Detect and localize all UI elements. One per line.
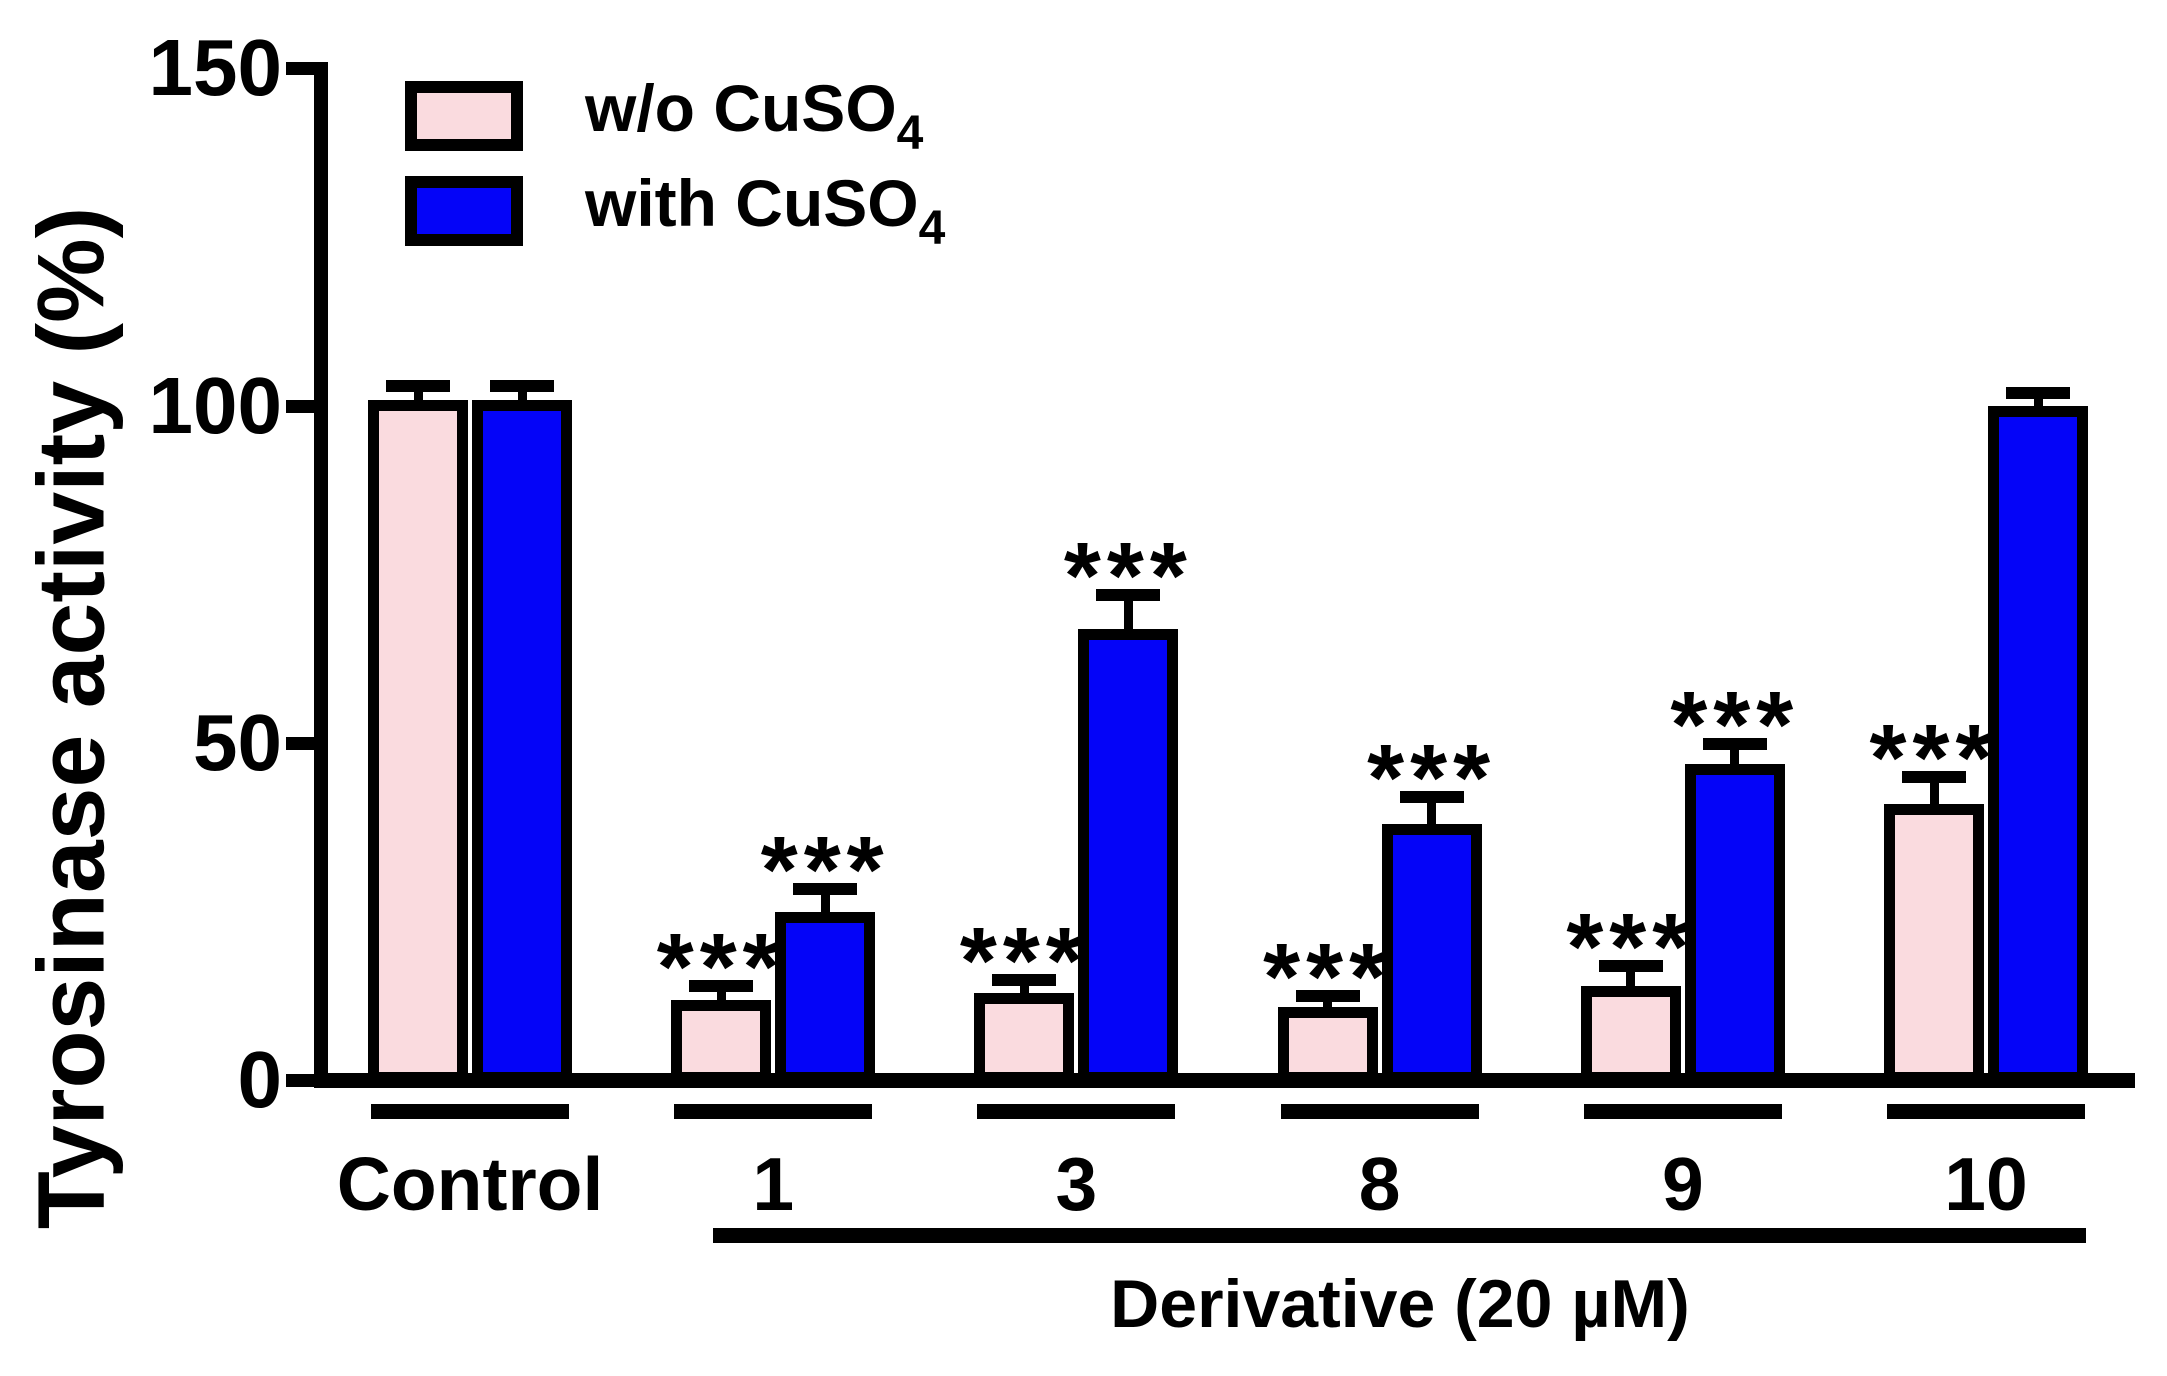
significance-stars: ***: [1263, 924, 1393, 1031]
y-axis-line: [314, 62, 328, 1088]
bar-with-cuso4-10: [1988, 406, 2088, 1083]
group-underline: [674, 1104, 873, 1119]
x-category-label: 3: [1055, 1142, 1098, 1226]
x-category-label: 9: [1661, 1142, 1704, 1226]
legend-item-with-cuso4: with CuSO4: [405, 168, 945, 253]
bar-w-o-cuso4-10: [1884, 804, 1984, 1083]
x-category-label: 10: [1944, 1142, 2028, 1226]
bar-with-cuso4-control: [472, 399, 572, 1083]
group-underline: [977, 1104, 1176, 1119]
error-bar-cap: [2006, 386, 2070, 399]
significance-stars: ***: [656, 914, 786, 1021]
error-bar-stem: [1730, 743, 1740, 778]
y-tick-label: 150: [148, 23, 282, 113]
y-tick-label: 50: [193, 697, 282, 787]
bar-w-o-cuso4-3: [974, 993, 1075, 1083]
x-category-label: Control: [336, 1142, 604, 1226]
error-bar-stem: [820, 888, 830, 927]
significance-stars: ***: [1670, 671, 1800, 778]
error-bar-cap: [1096, 589, 1161, 602]
bar-with-cuso4-8: [1381, 824, 1482, 1083]
error-bar-cap: [793, 882, 858, 895]
bar-with-cuso4-9: [1684, 763, 1785, 1083]
error-bar-cap: [1399, 791, 1464, 804]
bar-w-o-cuso4-8: [1277, 1006, 1378, 1083]
legend-item-wo-cuso4: w/o CuSO4: [405, 73, 923, 158]
error-bar-cap: [992, 973, 1057, 986]
error-bar-cap: [1598, 960, 1663, 973]
bar-w-o-cuso4-1: [671, 999, 772, 1083]
y-tick: [286, 399, 320, 413]
error-bar-cap: [1702, 737, 1767, 750]
legend-label-wo-cuso4: w/o CuSO4: [585, 71, 924, 160]
significance-stars: ***: [760, 816, 890, 923]
bar-w-o-cuso4-control: [368, 399, 468, 1083]
group-underline: [371, 1104, 569, 1119]
legend-swatch-wo-cuso4: [405, 80, 523, 151]
x-axis-line: [314, 1073, 2135, 1088]
error-bar-cap: [1295, 990, 1360, 1003]
y-tick-label: 0: [237, 1035, 283, 1124]
bar-with-cuso4-3: [1078, 628, 1179, 1083]
y-tick-label: 100: [148, 360, 282, 450]
derivative-bracket-line: [713, 1228, 2086, 1243]
significance-stars: ***: [1063, 523, 1193, 630]
x-category-label: 1: [752, 1142, 795, 1226]
x-axis-title: Derivative (20 µM): [1110, 1266, 1690, 1342]
error-bar-cap: [386, 380, 450, 393]
bar-w-o-cuso4-9: [1580, 986, 1681, 1083]
y-tick: [286, 1074, 320, 1087]
x-category-label: 8: [1358, 1142, 1401, 1226]
y-tick: [286, 62, 320, 76]
group-underline: [1280, 1104, 1479, 1119]
significance-stars: ***: [1367, 725, 1497, 832]
error-bar-cap: [1902, 771, 1966, 784]
error-bar-cap: [490, 380, 554, 393]
y-tick: [286, 736, 320, 750]
significance-stars: ***: [1869, 705, 1999, 812]
error-bar-stem: [1123, 595, 1133, 643]
error-bar-stem: [1626, 966, 1636, 1001]
legend-label-with-cuso4: with CuSO4: [585, 166, 946, 255]
error-bar-stem: [1427, 797, 1437, 839]
group-underline: [1583, 1104, 1782, 1119]
significance-stars: ***: [959, 907, 1089, 1014]
bar-with-cuso4-1: [775, 912, 876, 1083]
group-underline: [1887, 1104, 2085, 1119]
significance-stars: ***: [1566, 894, 1696, 1001]
error-bar-cap: [689, 980, 754, 993]
legend-swatch-with-cuso4: [405, 175, 523, 246]
error-bar-stem: [1929, 777, 1939, 819]
